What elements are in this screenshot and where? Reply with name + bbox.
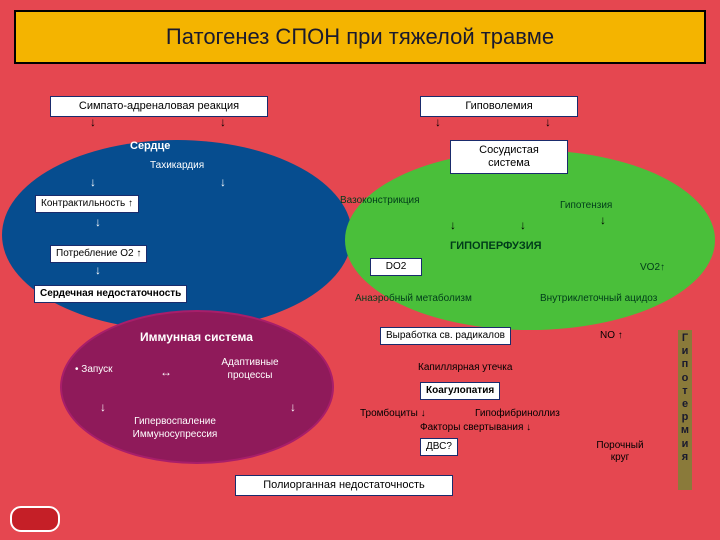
box-multi: Полиорганная недостаточность [235,475,453,496]
box-fail: Сердечная недостаточность [34,285,187,303]
label-acidosis: Внутриклеточный ацидоз [540,293,657,304]
side-text: Гипотермия [680,332,690,464]
box-coagul: Коагулопатия [420,382,500,400]
label-circle: Порочный круг [590,440,650,464]
box-sympato: Симпато-адреналовая реакция [50,96,268,117]
label-tachy: Тахикардия [150,160,204,172]
box-contract: Контрактильность ↑ [35,195,139,213]
heart-title: Сердце [130,140,170,152]
immune-title: Иммунная система [140,330,253,344]
label-fibrin: Гипофибриноллиз [475,408,560,420]
logo [10,506,60,532]
box-hypovolemia: Гиповолемия [420,96,578,117]
label-capillary: Капиллярная утечка [418,362,512,374]
label-vo2: VO2↑ [640,262,665,273]
title-bar: Патогенез СПОН при тяжелой травме [14,10,706,64]
label-thromb: Тромбоциты ↓ [360,408,426,420]
label-factors: Факторы свертывания ↓ [420,422,531,434]
box-o2: Потребление О2 ↑ [50,245,147,263]
page-title: Патогенез СПОН при тяжелой травме [166,24,554,50]
vessel-title: Сосудистая система [450,140,568,174]
immune-adaptive: Адаптивные процессы [210,356,290,382]
label-anaerob: Анаэробный метаболизм [355,293,472,304]
label-hypoten: Гипотензия [560,200,612,211]
box-radicals: Выработка св. радикалов [380,327,511,345]
box-dvs: ДВС? [420,438,458,456]
label-no: NO ↑ [600,330,623,342]
label-hypoperf: ГИПОПЕРФУЗИЯ [450,240,542,252]
label-vaso: Вазоконстрикция [340,195,420,206]
immune-launch: • Запуск [75,363,113,376]
immune-hyper: Гипервоспаление Иммуносупрессия [115,415,235,441]
box-do2: DO2 [370,258,422,276]
